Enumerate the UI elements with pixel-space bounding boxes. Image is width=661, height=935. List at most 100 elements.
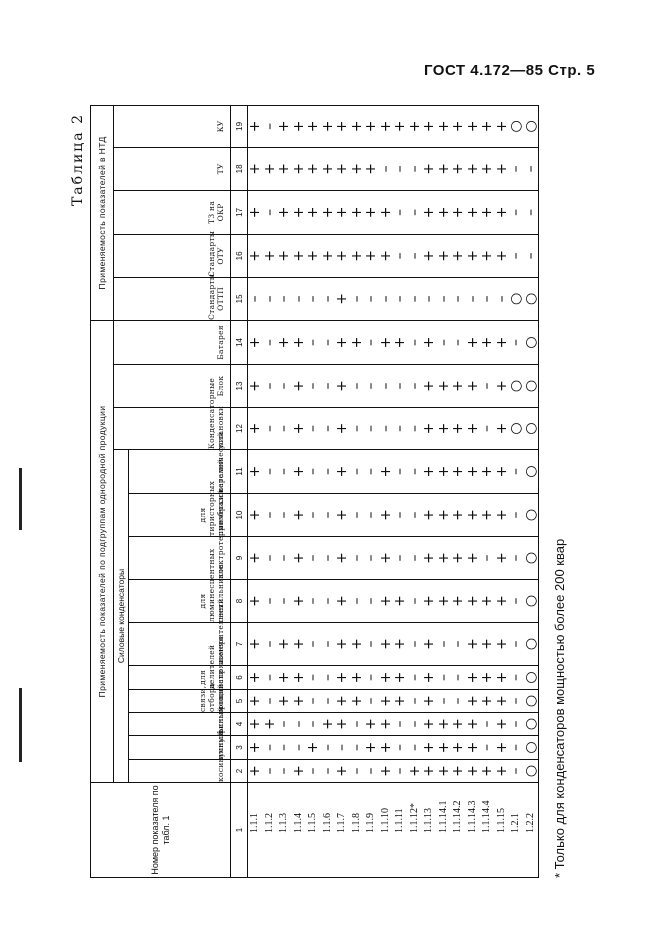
applicability-mark: + — [494, 735, 510, 760]
applicability-mark: – — [291, 735, 307, 760]
applicability-mark: + — [479, 665, 495, 690]
applicability-mark: – — [392, 449, 408, 494]
applicability-mark: + — [276, 665, 292, 690]
applicability-mark: + — [421, 364, 437, 408]
applicability-mark: + — [465, 536, 481, 580]
applicability-mark: + — [465, 712, 481, 736]
applicability-mark: ○ — [523, 536, 539, 580]
applicability-mark: ○ — [508, 407, 524, 450]
table-row: 1.1.5– + – – – – – – – – – – – – + + + + — [305, 105, 321, 878]
applicability-mark: – — [508, 665, 524, 690]
applicability-mark: – — [523, 234, 539, 278]
applicability-mark: + — [247, 147, 263, 191]
applicability-mark: + — [276, 147, 292, 191]
applicability-mark: + — [421, 665, 437, 690]
applicability-mark: – — [276, 407, 292, 450]
applicability-mark: – — [262, 105, 278, 148]
applicability-mark: – — [262, 622, 278, 666]
applicability-mark: + — [465, 665, 481, 690]
applicability-mark: – — [363, 622, 379, 666]
applicability-mark: – — [349, 759, 365, 783]
applicability-mark: – — [262, 536, 278, 580]
applicability-mark: – — [262, 190, 278, 235]
applicability-mark: + — [421, 689, 437, 713]
applicability-mark: – — [378, 364, 394, 408]
applicability-mark: – — [479, 277, 495, 321]
applicability-mark: – — [363, 364, 379, 408]
applicability-mark: – — [465, 277, 481, 321]
applicability-mark: – — [305, 364, 321, 408]
applicability-mark: + — [276, 234, 292, 278]
applicability-mark: – — [378, 407, 394, 450]
applicability-mark: – — [392, 147, 408, 191]
applicability-mark: + — [247, 190, 263, 235]
applicability-mark: – — [508, 712, 524, 736]
applicability-mark: + — [334, 105, 350, 148]
applicability-mark: + — [247, 320, 263, 365]
column-number: 10 — [230, 493, 248, 537]
applicability-mark: – — [479, 364, 495, 408]
indicator-number: 1.1.1 — [247, 782, 263, 878]
column-number: 12 — [230, 407, 248, 450]
applicability-mark: + — [494, 712, 510, 736]
applicability-mark: – — [262, 665, 278, 690]
applicability-mark: ○ — [523, 579, 539, 623]
applicability-mark: + — [494, 320, 510, 365]
applicability-mark: – — [450, 320, 466, 365]
applicability-mark: + — [305, 190, 321, 235]
table-row: 1.1.14.1 + + + – – – + + + + + + – – + + + + — [436, 105, 452, 878]
applicability-mark: – — [349, 493, 365, 537]
applicability-mark: + — [421, 320, 437, 365]
header-col-19: КУ — [113, 105, 231, 148]
table-row: 1.1.10 + + + + + + + + + + – – + – + + – + — [378, 105, 394, 878]
applicability-mark: – — [320, 665, 336, 690]
header-col-3: импульсный — [128, 707, 231, 760]
applicability-mark: + — [479, 759, 495, 783]
applicability-mark: – — [262, 320, 278, 365]
applicability-mark: + — [291, 364, 307, 408]
indicator-number: 1.1.5 — [306, 782, 321, 878]
applicability-mark: – — [276, 364, 292, 408]
applicability-mark: ○ — [523, 320, 539, 365]
table-row: 1.2.1– – – – – – – – – – ○ ○ – ○ – – – ○ — [508, 105, 524, 878]
applicability-mark: + — [349, 234, 365, 278]
applicability-mark: + — [247, 579, 263, 623]
applicability-mark: + — [479, 622, 495, 666]
applicability-mark: + — [421, 536, 437, 580]
applicability-mark: – — [305, 407, 321, 450]
applicability-mark: + — [378, 712, 394, 736]
applicability-mark: + — [334, 579, 350, 623]
applicability-mark: + — [378, 579, 394, 623]
applicability-mark: ○ — [508, 105, 524, 148]
applicability-mark: + — [494, 147, 510, 191]
applicability-mark: + — [421, 735, 437, 760]
column-number: 15 — [230, 277, 248, 321]
applicability-mark: + — [305, 234, 321, 278]
applicability-mark: + — [436, 190, 452, 235]
column-number: 7 — [230, 622, 248, 666]
applicability-mark: + — [378, 689, 394, 713]
column-number: 3 — [230, 735, 248, 760]
applicability-mark: – — [508, 234, 524, 278]
applicability-mark: + — [479, 493, 495, 537]
applicability-mark: ○ — [523, 364, 539, 408]
applicability-mark: – — [392, 759, 408, 783]
applicability-mark: + — [262, 147, 278, 191]
applicability-mark: + — [247, 689, 263, 713]
applicability-mark: – — [363, 493, 379, 537]
applicability-mark: – — [305, 493, 321, 537]
applicability-mark: + — [421, 449, 437, 494]
applicability-mark: + — [363, 735, 379, 760]
applicability-mark: + — [436, 364, 452, 408]
applicability-mark: – — [479, 735, 495, 760]
applicability-mark: + — [276, 689, 292, 713]
applicability-mark: + — [479, 234, 495, 278]
applicability-mark: + — [291, 234, 307, 278]
indicator-number: 1.1.14.1 — [436, 782, 451, 878]
applicability-mark: + — [378, 449, 394, 494]
applicability-mark: – — [276, 493, 292, 537]
applicability-mark: + — [465, 735, 481, 760]
applicability-mark: – — [320, 579, 336, 623]
applicability-mark: – — [262, 579, 278, 623]
applicability-mark: ○ — [508, 277, 524, 321]
